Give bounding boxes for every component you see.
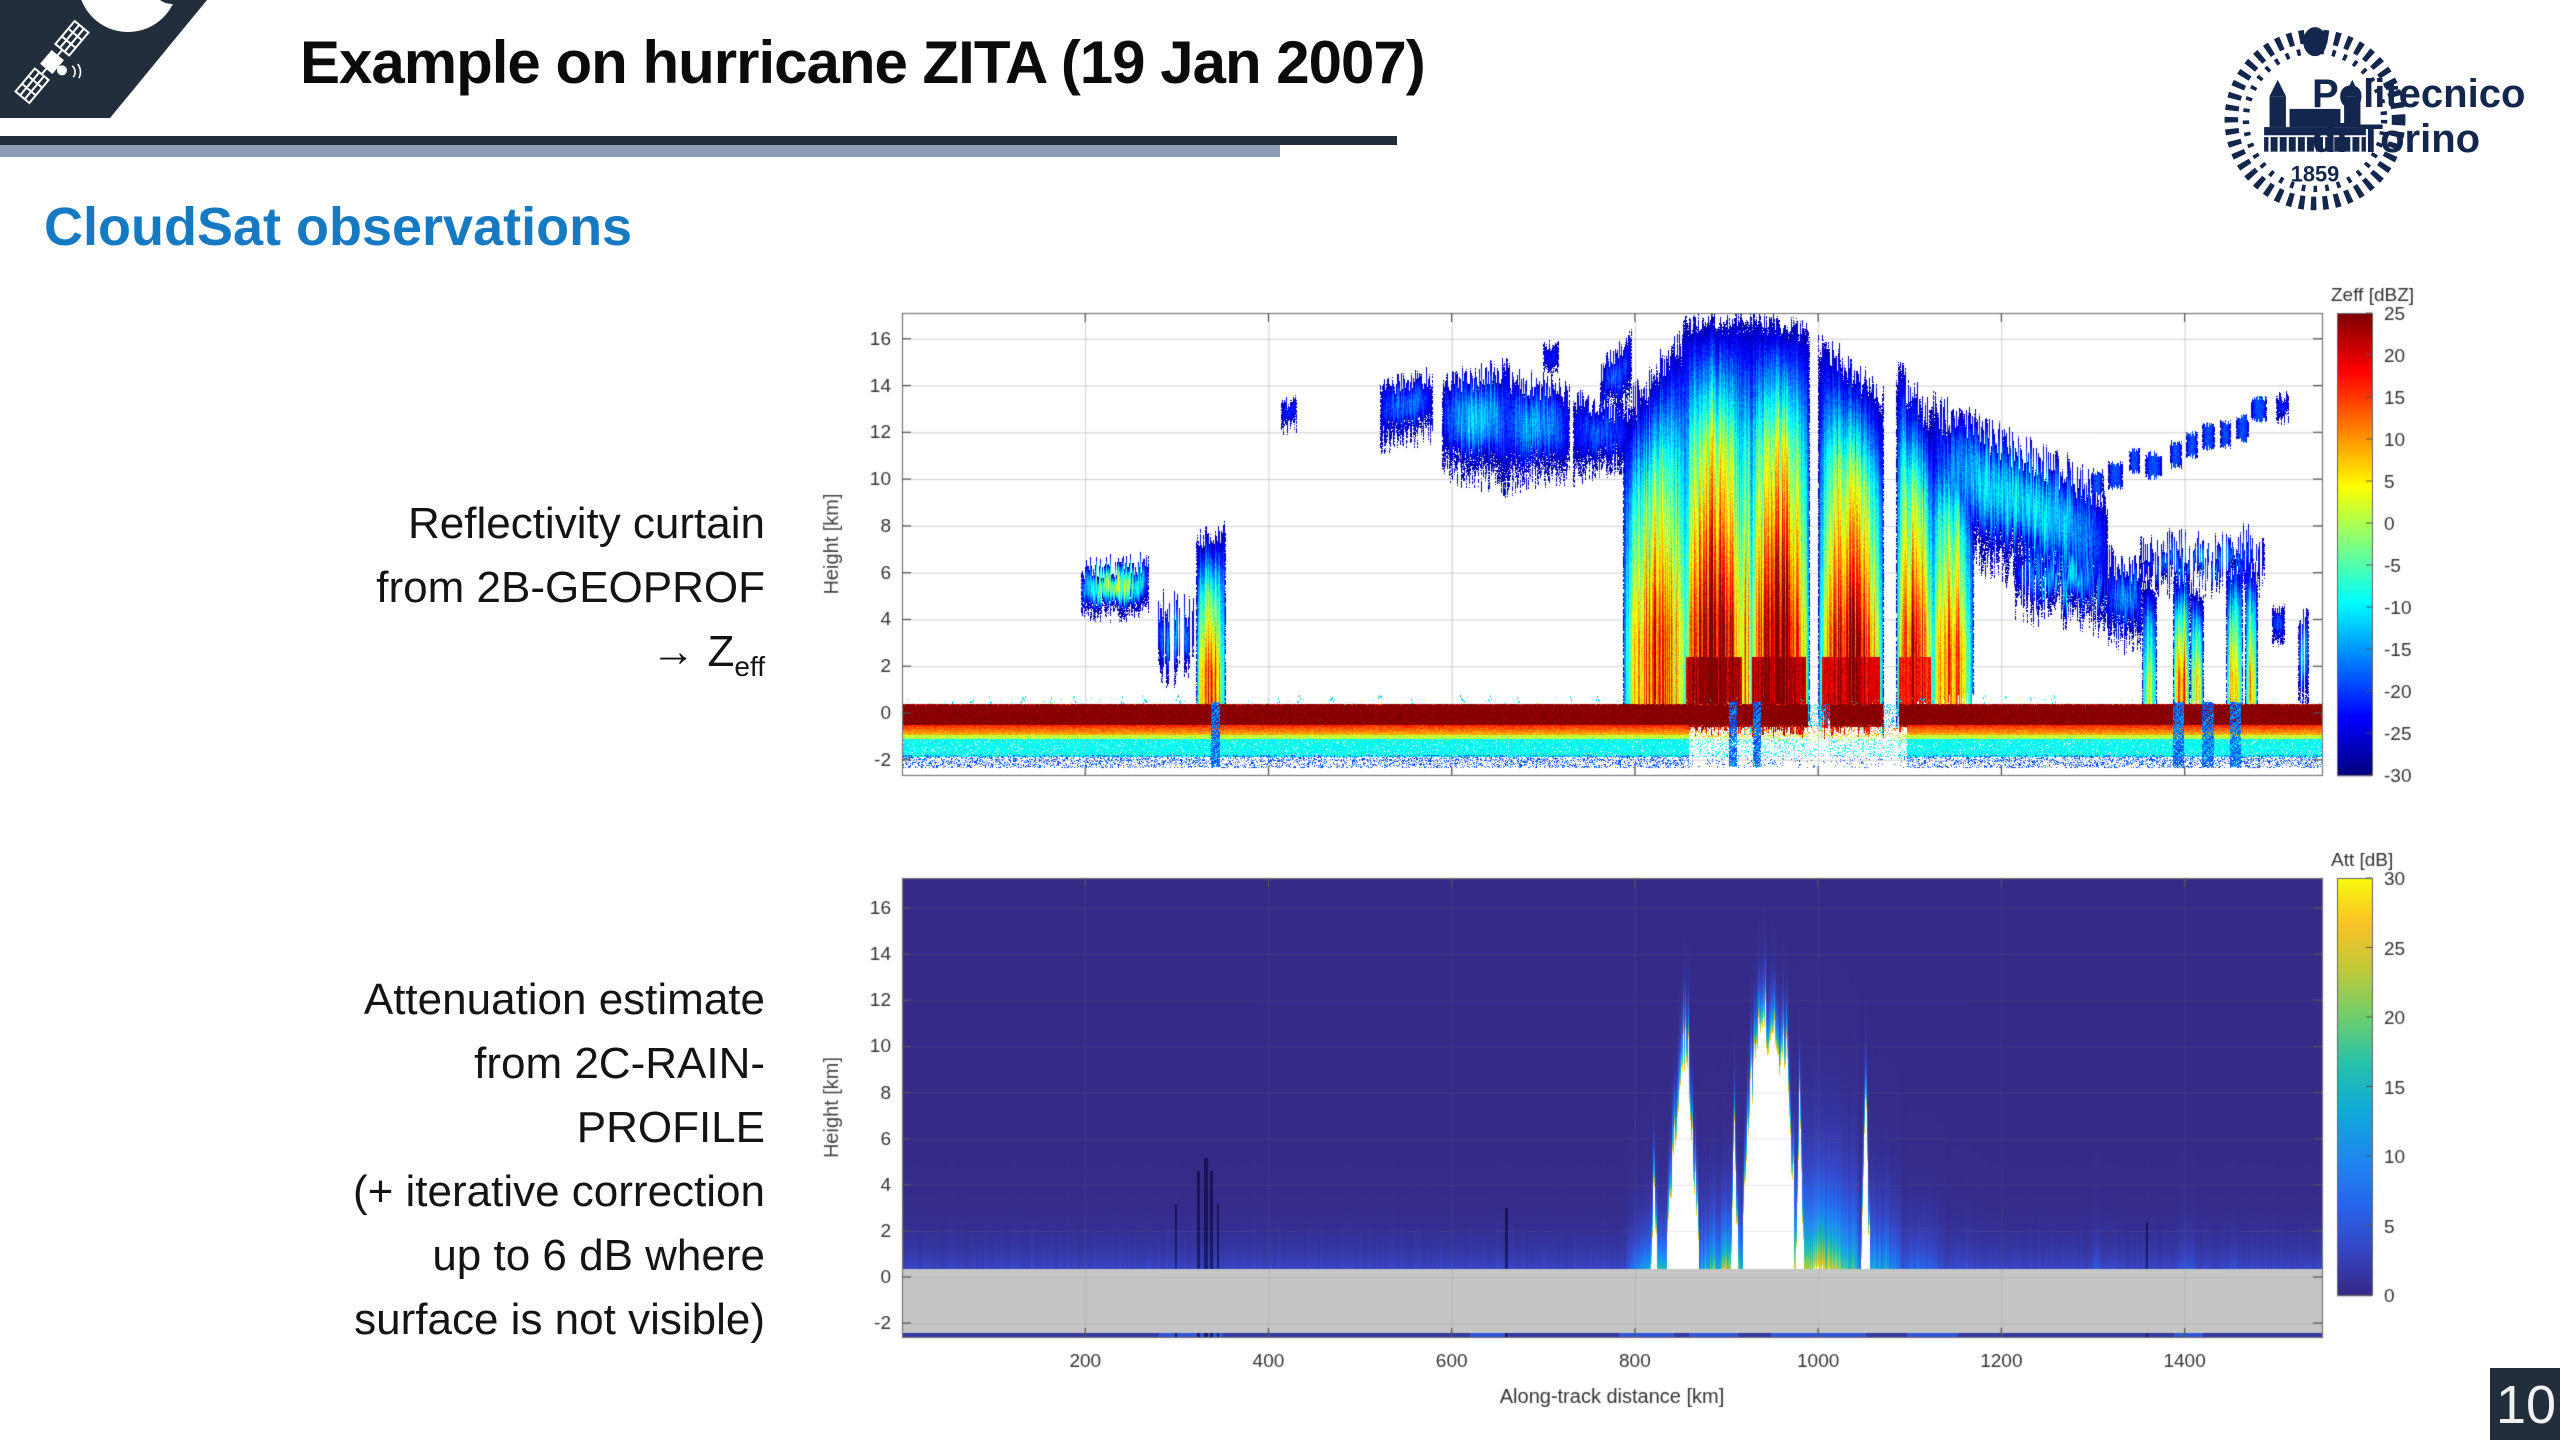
crest-building	[2264, 27, 2366, 152]
page-number: 10	[2496, 1375, 2557, 1435]
annotation-line: from 2C-RAIN-	[474, 1039, 765, 1088]
slide-title: Example on hurricane ZITA (19 Jan 2007)	[300, 29, 1426, 96]
annotation-line: Reflectivity curtain	[407, 499, 765, 548]
annotation-line: → Zeff	[651, 627, 765, 682]
title-underline-dark	[0, 136, 1397, 145]
title-underline-light	[0, 145, 1280, 157]
attenuation-plot	[780, 840, 2460, 1440]
annotation-line: from 2B-GEOPROF	[376, 563, 765, 612]
banner-dot	[160, 0, 184, 4]
politecnico-crest-icon: 1859	[2224, 27, 2406, 211]
header-banner	[0, 0, 207, 118]
institution-line1: Politecnico	[2312, 72, 2526, 116]
zeff-curtain-plot	[780, 270, 2460, 800]
zeff-subscript: eff	[734, 651, 765, 682]
annotation-reflectivity: Reflectivity curtain from 2B-GEOPROF → Z…	[5, 492, 765, 699]
section-heading: CloudSat observations	[44, 197, 633, 257]
arrow-glyph: →	[651, 627, 696, 676]
annotation-attenuation: Attenuation estimate from 2C-RAIN- PROFI…	[5, 968, 765, 1352]
annotation-line: up to 6 dB where	[432, 1231, 765, 1280]
banner-shape	[0, 0, 207, 118]
annotation-line: PROFILE	[576, 1103, 765, 1152]
satellite-icon	[14, 19, 90, 105]
banner-circle	[81, 0, 175, 32]
crest-year: 1859	[2291, 162, 2340, 187]
annotation-line: Attenuation estimate	[363, 975, 765, 1024]
page-number-box: 10	[2490, 1368, 2560, 1440]
annotation-line: surface is not visible)	[354, 1295, 765, 1344]
institution-name: Politecnico di Torino	[2312, 72, 2525, 162]
annotation-line: (+ iterative correction	[352, 1167, 765, 1216]
institution-line2: di Torino	[2312, 117, 2481, 161]
